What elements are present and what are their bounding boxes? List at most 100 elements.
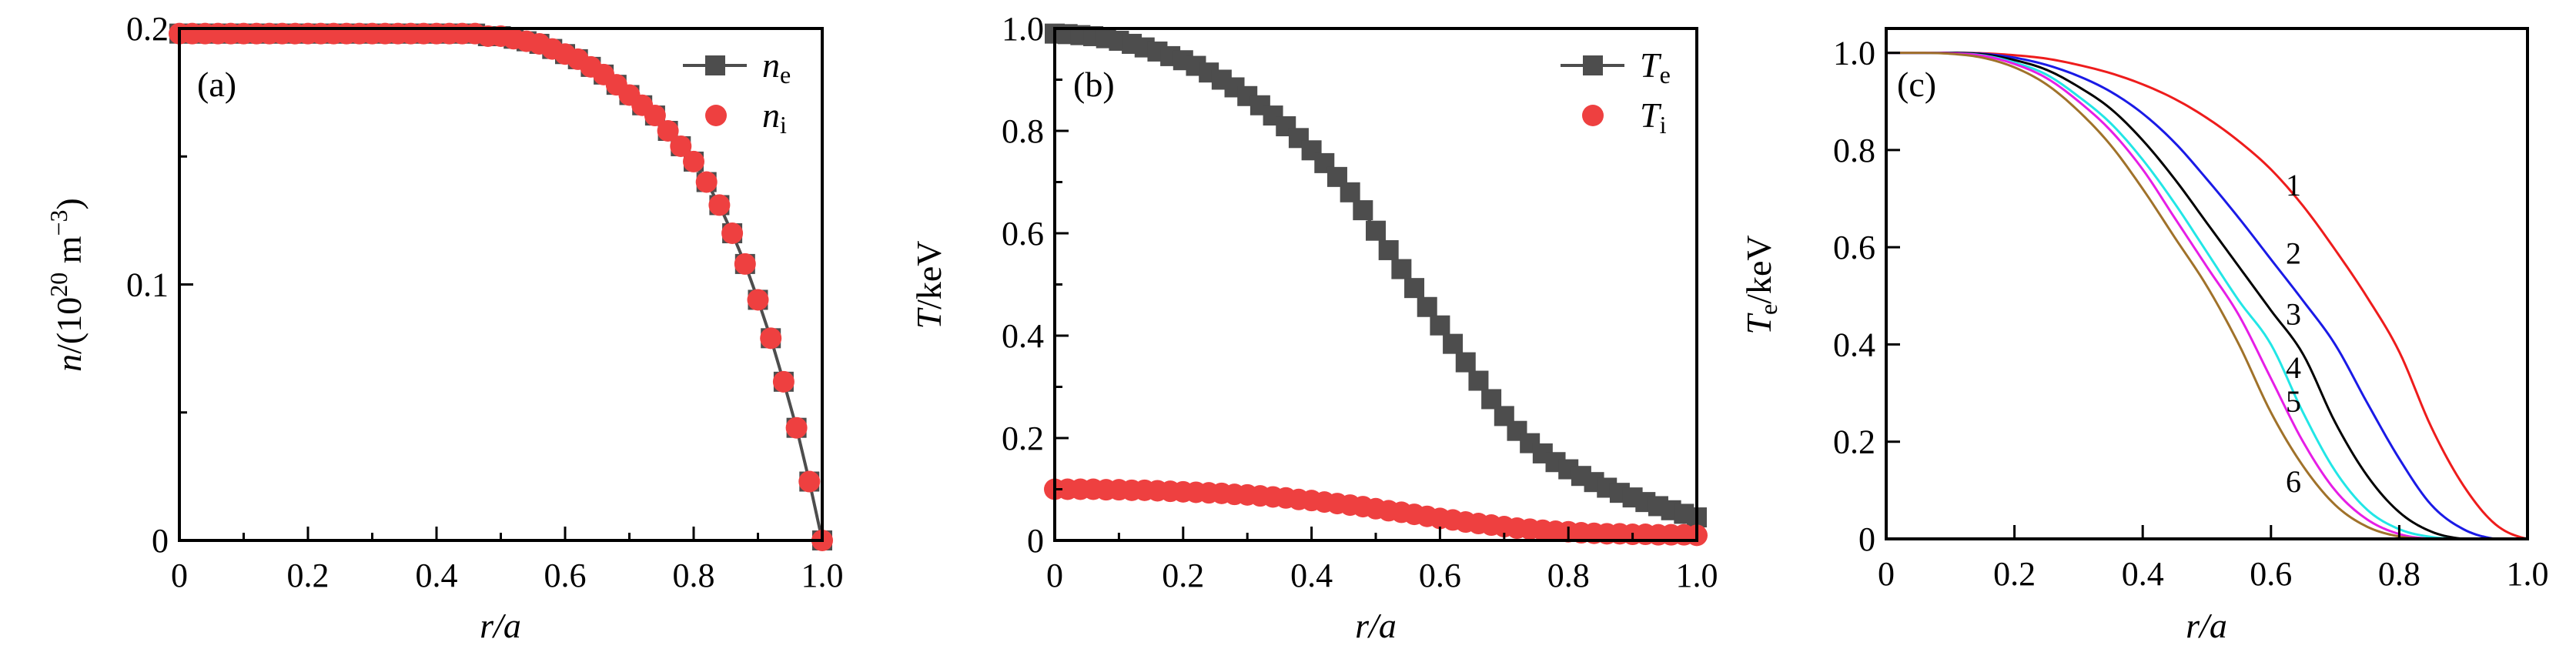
ylabel-unit: m [49,236,89,273]
y-tick-label: 0.8 [1833,132,1875,169]
circle-marker [670,135,692,157]
square-marker [1468,370,1489,391]
y-tick-label: 0.8 [1002,112,1044,150]
square-marker [1430,315,1450,336]
x-tick-label: 0.4 [2122,555,2164,593]
x-tick-label: 0.2 [287,557,330,594]
xlabel-c: r/a [2186,606,2227,645]
y-tick-label: 0 [1858,520,1875,558]
series-line [1054,32,1698,520]
x-tick-label: 0.2 [1993,555,2036,593]
y-tick-label: 0.2 [126,10,169,48]
square-marker [1404,278,1425,299]
legend-circle-icon [705,105,727,126]
x-tick-label: 1.0 [1676,557,1718,594]
legend-square-icon [1583,55,1603,75]
ylabel-exp: 20 [45,273,72,297]
legend-label-te: Te [1640,45,1671,89]
circle-marker [708,194,731,216]
square-marker [1353,200,1373,221]
circle-marker [785,416,808,439]
panel-b: (b) r/a T/keV Te Ti 0 0.2 0.4 0.6 0.8 1.0 0 0.2… [909,10,1718,645]
legend-b: Te Ti [1561,45,1671,139]
series-Te [1045,23,1707,528]
curve-6 [1886,52,2527,540]
y-tick-label: 0.1 [126,266,169,304]
x-tick-label: 0.2 [1162,557,1204,594]
x-tick-label: 0.8 [1547,557,1590,594]
circle-marker [798,470,821,493]
x-axis-label-a: r/a [480,606,521,645]
legend-label-ni: ni [762,95,787,139]
square-marker [1443,333,1464,354]
curve-label-4: 4 [2286,350,2301,385]
y-tick-label: 1.0 [1002,10,1044,48]
y-tick-label: 0.6 [1833,229,1875,266]
square-marker [1366,220,1386,241]
panel-a: (a) r/a n/(1020 m−3) ne ni 0 0.2 0.4 0.6 0.8… [45,10,844,645]
x-tick-label: 1.0 [2507,555,2549,593]
circle-marker [734,253,756,275]
xlabel-a: r/a [480,606,521,645]
square-marker [1391,259,1412,279]
axes-frame [178,27,824,542]
x-tick-label: 0 [1878,555,1895,593]
x-tick-label: 0.4 [416,557,458,594]
circle-marker [760,327,782,350]
y-tick-label: 0.4 [1002,317,1044,355]
legend-label-ne: ne [762,45,791,89]
x-axis-label-c: r/a [2186,606,2227,645]
curve-1 [1886,52,2528,540]
series-ne [169,23,832,550]
circle-marker [772,370,795,393]
y-tick-label: 1.0 [1833,35,1875,72]
curve-4 [1886,52,2527,540]
plot-area [169,22,833,551]
circle-marker [683,150,704,172]
curve-3 [1886,52,2527,540]
square-marker [1481,389,1502,410]
circle-marker [695,171,718,193]
square-marker [1455,352,1476,373]
series-ni [169,22,833,551]
y-tick-label: 0.2 [1833,423,1875,461]
x-tick-label: 0.6 [1419,557,1461,594]
legend-circle-icon [1582,105,1604,126]
circle-marker [747,289,769,311]
y-axis-label-b: T/keV [909,240,948,329]
panel-label-b: (b) [1073,65,1115,104]
axes-frame [1053,27,1698,542]
circle-marker [644,105,666,127]
y-axis-label-a: n/(1020 m−3) [45,198,89,372]
x-tick-label: 0.6 [2250,555,2292,593]
plot-area [1044,23,1708,547]
circle-marker [721,222,744,244]
y-tick-label: 0.2 [1002,420,1044,457]
square-marker [1417,296,1437,317]
y-tick-label: 0.6 [1002,215,1044,253]
ylabel-var: n [49,354,89,372]
legend-a: ne ni [683,45,791,139]
square-marker [1378,239,1399,260]
y-axis-label-c: Te/keV [1739,235,1782,334]
x-axis-label-b: r/a [1355,606,1397,645]
curve-label-1: 1 [2286,168,2301,202]
legend-label-ti: Ti [1640,95,1667,139]
curve-5 [1886,52,2527,540]
plot-area: 1 2 3 45 6 [1886,52,2528,540]
x-tick-label: 0.8 [2378,555,2420,593]
curve-2 [1886,52,2527,540]
square-marker [1340,182,1360,202]
y-tick-label: 0 [1027,522,1044,560]
circle-marker [657,120,679,142]
curve-label-2: 2 [2286,236,2301,270]
panel-c: (c) r/a Te/keV 1 2 3 45 6 0 0.2 0.4 0.6 0.8 1.0 0 0.… [1739,27,2549,645]
ylabel-pre: /(10 [49,297,89,354]
x-tick-label: 0 [171,557,188,594]
ylabel-unit-exp: −3 [45,209,72,236]
series-line [179,32,824,541]
ylabel-post: ) [49,198,89,209]
axes-frame [1885,27,2529,540]
xlabel-b: r/a [1355,606,1397,645]
